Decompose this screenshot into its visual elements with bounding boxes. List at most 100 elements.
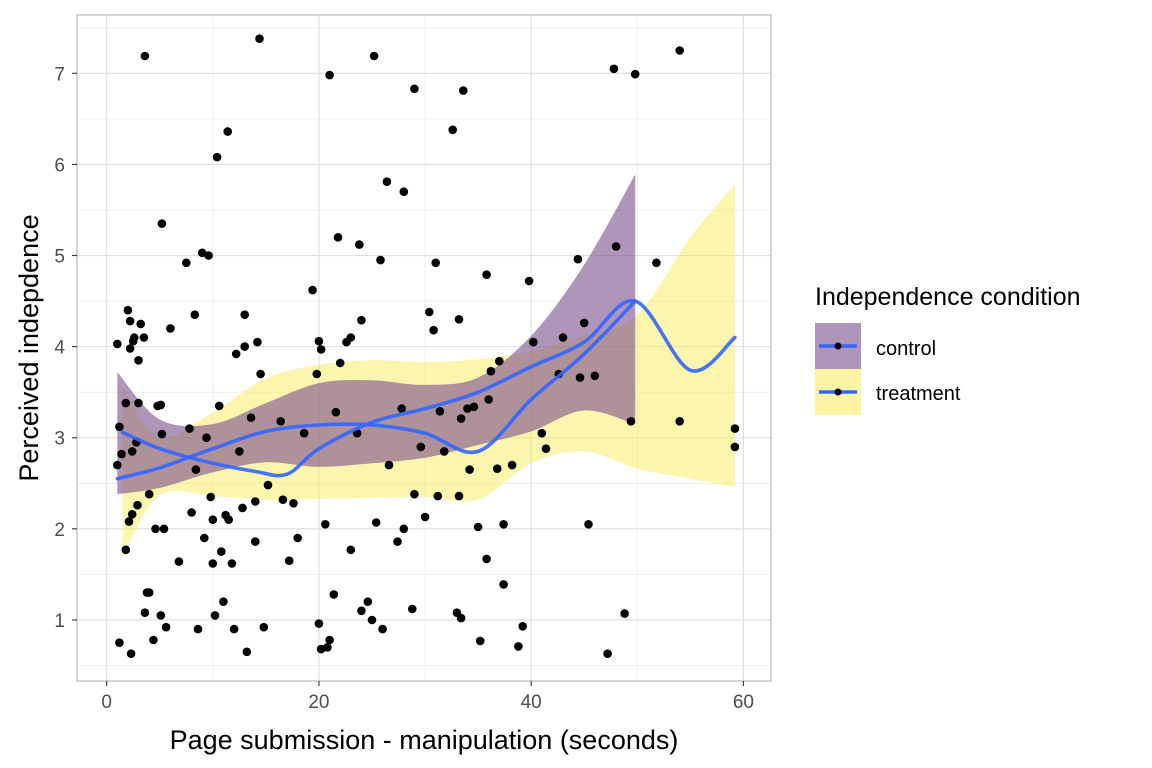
smooth-lines [115,299,737,481]
y-tick-label: 2 [54,520,65,541]
data-point [486,366,496,376]
data-point [382,177,392,186]
data-point [499,520,508,529]
data-point [675,46,684,55]
data-point [495,356,504,366]
legend-title: Independence condition [815,283,1081,311]
x-tick-label: 40 [521,692,542,713]
y-tick-label: 1 [54,611,65,632]
data-point [149,635,158,645]
data-point [730,442,740,452]
data-point [367,615,377,625]
data-point [346,545,356,555]
data-point [130,333,139,342]
data-point [325,635,334,645]
data-point [425,307,434,317]
data-point [127,510,137,519]
data-point [473,522,483,532]
data-point [293,533,303,543]
data-point [210,611,220,620]
y-axis-title: Perceived indepdence [14,214,44,481]
data-point [537,428,547,438]
data-point [316,345,326,354]
x-tick-label: 20 [308,692,329,713]
data-point [242,647,252,657]
confidence-bands [117,174,735,557]
data-point [420,512,430,522]
data-point [299,428,309,438]
data-point [399,187,409,196]
data-point [439,447,449,456]
data-point [590,371,600,381]
data-point [125,316,135,326]
data-point [329,590,339,599]
data-point [454,491,464,501]
data-point [465,465,474,474]
data-point [357,606,366,616]
data-point [384,460,394,470]
band-treatment [122,184,735,557]
data-point [161,622,171,632]
data-point [140,51,150,61]
data-point [156,611,166,620]
data-point [115,422,124,432]
data-point [134,356,143,365]
data-point [191,465,201,474]
data-point [584,520,593,529]
data-point [325,70,334,80]
data-point [435,407,445,416]
data-point [378,624,387,634]
data-point [231,349,241,359]
data-point [187,508,196,517]
data-point [223,127,232,136]
data-point [123,305,133,315]
legend-entry-treatment: treatment [815,369,961,415]
data-point [182,258,191,268]
legend-entry-control: control [815,323,936,369]
data-point [193,624,203,634]
data-point [675,417,684,426]
data-point [652,258,661,268]
data-point [524,276,534,286]
data-point [159,524,169,534]
legend: Independence condition control treatment [815,283,1081,415]
smooth-line-control [115,299,637,481]
data-point [482,554,491,564]
data-point [139,333,149,342]
x-axis-title: Page submission - manipulation (seconds) [170,725,679,755]
data-point [246,413,256,423]
data-point [121,545,131,555]
data-point [459,86,468,95]
data-point [630,69,640,79]
data-point [408,604,417,614]
data-point [229,624,239,634]
data-point [125,344,135,353]
data-point [235,447,244,456]
data-point [151,524,160,534]
data-point [157,219,167,228]
data-point [144,588,154,597]
data-point [157,429,167,439]
data-point [126,649,136,658]
data-point [579,318,589,328]
data-point [456,414,466,423]
data-point [620,609,629,618]
data-point [127,447,137,456]
data-point [312,369,322,379]
data-point [276,417,286,426]
y-tick-label: 7 [54,64,65,85]
data-point [174,557,184,566]
data-point [335,358,345,368]
data-point [371,518,381,527]
y-tick-label: 3 [54,429,65,450]
data-point [448,125,458,135]
data-point [208,559,218,568]
data-point [133,500,142,510]
data-point [144,489,154,499]
data-point [376,255,385,265]
data-point [314,336,324,346]
data-point [357,315,366,325]
data-point [410,489,419,499]
data-point [256,369,265,379]
